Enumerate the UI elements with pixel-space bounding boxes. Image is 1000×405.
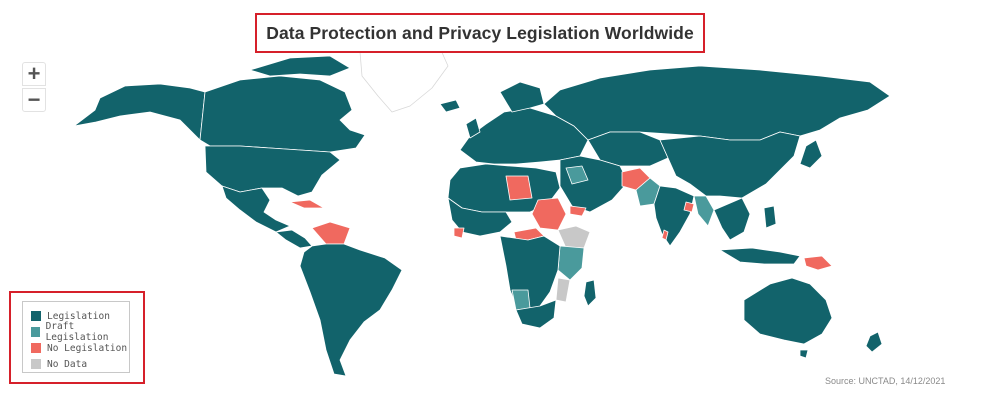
region-mexico (221, 185, 291, 233)
map-legend: Legislation Draft Legislation No Legisla… (22, 301, 130, 373)
region-papua-new-guinea (803, 255, 833, 271)
region-angola (511, 289, 531, 311)
region-uk (465, 117, 481, 139)
region-russia (543, 65, 891, 141)
legend-label: No Legislation (47, 342, 128, 354)
source-credit: Source: UNCTAD, 14/12/2021 (825, 376, 946, 386)
region-mozambique (555, 277, 571, 303)
region-libya (505, 175, 533, 201)
region-southeast-asia (713, 197, 751, 241)
region-cuba (289, 199, 325, 209)
zoom-in-button[interactable]: + (22, 62, 46, 86)
region-myanmar (693, 195, 715, 227)
legend-label: Draft Legislation (45, 321, 109, 343)
region-india (653, 185, 695, 247)
region-south-america (299, 243, 403, 377)
region-china (659, 131, 801, 199)
region-venezuela (311, 221, 351, 245)
legend-label: Legislation (47, 310, 110, 322)
region-west-africa (447, 197, 513, 237)
region-ethiopia (557, 225, 591, 249)
region-alaska (73, 83, 206, 141)
legend-swatch (31, 327, 40, 337)
region-iran-syria (565, 165, 589, 185)
legend-label: No Data (47, 358, 88, 370)
legend-item-no-data[interactable]: No Data (31, 356, 129, 372)
region-greenland (359, 43, 449, 113)
region-southern-africa (515, 299, 557, 329)
region-central-america (275, 229, 313, 249)
zoom-out-button[interactable]: − (22, 88, 46, 112)
region-madagascar (583, 279, 597, 307)
region-tasmania (799, 349, 809, 359)
region-scandinavia (499, 81, 545, 113)
map-title: Data Protection and Privacy Legislation … (266, 22, 694, 43)
region-sri-lanka (661, 229, 669, 241)
legend-item-draft-legislation[interactable]: Draft Legislation (31, 321, 129, 343)
region-japan (799, 139, 823, 169)
region-canada (199, 75, 366, 153)
legend-swatch (31, 343, 41, 353)
region-indonesia (719, 247, 801, 265)
region-philippines (763, 205, 777, 229)
legend-item-no-legislation[interactable]: No Legislation (31, 340, 129, 356)
region-bangladesh (683, 201, 695, 213)
legend-highlight-frame (9, 291, 145, 384)
legend-swatch (31, 359, 41, 369)
region-yemen (569, 205, 587, 217)
region-sudan (531, 197, 567, 231)
legend-item-legislation[interactable]: Legislation (31, 308, 129, 324)
region-arctic-islands (249, 55, 351, 77)
region-iceland (439, 99, 461, 113)
legend-swatch (31, 311, 41, 321)
region-sierra-leone (453, 227, 465, 239)
map-title-highlight: Data Protection and Privacy Legislation … (255, 13, 705, 53)
region-new-zealand (865, 331, 883, 353)
region-australia (743, 277, 833, 345)
region-east-africa (557, 245, 585, 281)
